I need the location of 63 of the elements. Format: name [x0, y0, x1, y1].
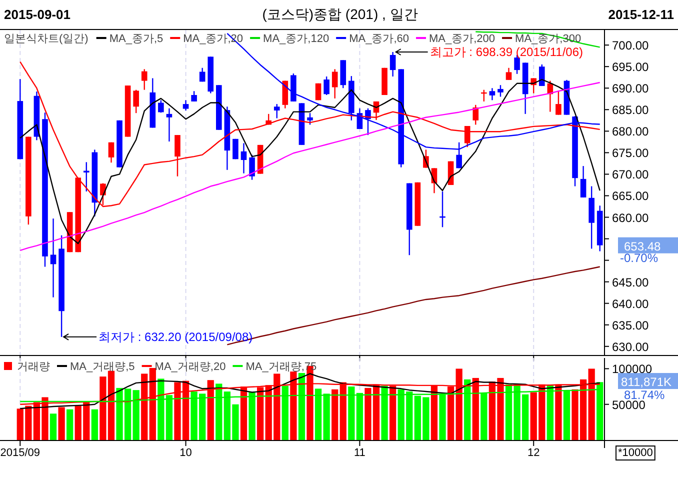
y-tick-label: 660.00 — [612, 210, 650, 225]
bar — [356, 392, 363, 440]
legend-label: MA_종가,60 — [349, 33, 409, 45]
legend-title: 일본식차트(일간) — [4, 33, 88, 45]
bar — [50, 414, 57, 440]
legend-label: MA_거래량,20 — [154, 361, 226, 373]
text: 2015-09-01 — [4, 7, 70, 22]
x-tick-label: 10 — [180, 447, 192, 459]
bar — [381, 386, 388, 440]
y-tick-label: 670.00 — [612, 168, 650, 182]
y-tick-label: 675.00 — [612, 146, 650, 160]
annotation: 최저가 : 632.20 (2015/09/08) — [98, 330, 253, 344]
bar — [216, 384, 222, 440]
y-tick-label: 665.00 — [612, 189, 650, 204]
bar — [480, 392, 488, 440]
line-series — [20, 373, 600, 410]
x-tick-label: 11 — [354, 447, 366, 459]
text: 653.48 — [624, 239, 662, 254]
y-tick-label: 690.00 — [612, 82, 650, 96]
bar — [166, 395, 173, 440]
bar — [348, 386, 355, 440]
text: 811,871K — [621, 375, 672, 389]
bar — [323, 394, 330, 440]
bar — [596, 382, 604, 440]
chart-title: (코스닥)종합 (201) , 일간 — [262, 6, 418, 22]
x-tick-label: 12 — [527, 447, 540, 459]
bar — [563, 390, 570, 440]
y-tick-label: 700.00 — [612, 38, 650, 53]
line-series — [20, 388, 600, 402]
legend-label: MA_종가,200 — [429, 33, 496, 45]
legend-label: MA_거래량,75 — [246, 361, 317, 373]
y-tick-label: 640.00 — [612, 296, 650, 311]
text: -0.70% — [620, 251, 658, 265]
x-tick-label: 2015/09 — [0, 447, 40, 459]
bar — [132, 390, 140, 440]
bar — [546, 385, 554, 440]
annotation: 최고가 : 698.39 (2015/11/06) — [430, 44, 584, 59]
bar — [248, 392, 256, 440]
y-tick-label: 685.00 — [612, 103, 650, 118]
y-tick-label: 630.00 — [612, 340, 650, 354]
bar — [58, 407, 65, 440]
bar — [298, 372, 306, 440]
y-tick-label: 645.00 — [612, 275, 650, 290]
bar — [66, 409, 74, 440]
bar — [314, 388, 322, 440]
text: 81.74% — [624, 388, 666, 402]
y-tick-label: 635.00 — [612, 318, 650, 332]
legend-label: MA_종가,5 — [109, 33, 164, 45]
y-tick-label: 680.00 — [612, 124, 650, 139]
line-series — [20, 61, 600, 208]
legend-label: MA_거래량,5 — [70, 361, 135, 373]
legend-label: 거래량 — [17, 361, 50, 373]
text: 2015-12-11 — [608, 7, 674, 22]
bar — [91, 409, 98, 440]
text: *10000 — [618, 447, 653, 459]
bar — [439, 394, 446, 440]
y-tick-label: 695.00 — [612, 60, 650, 74]
bar — [464, 379, 471, 440]
legend-label: MA_종가,120 — [263, 33, 330, 45]
bar — [332, 389, 338, 440]
bar — [158, 378, 164, 440]
y-tick-label: 100000 — [612, 362, 652, 376]
bar — [282, 386, 288, 440]
